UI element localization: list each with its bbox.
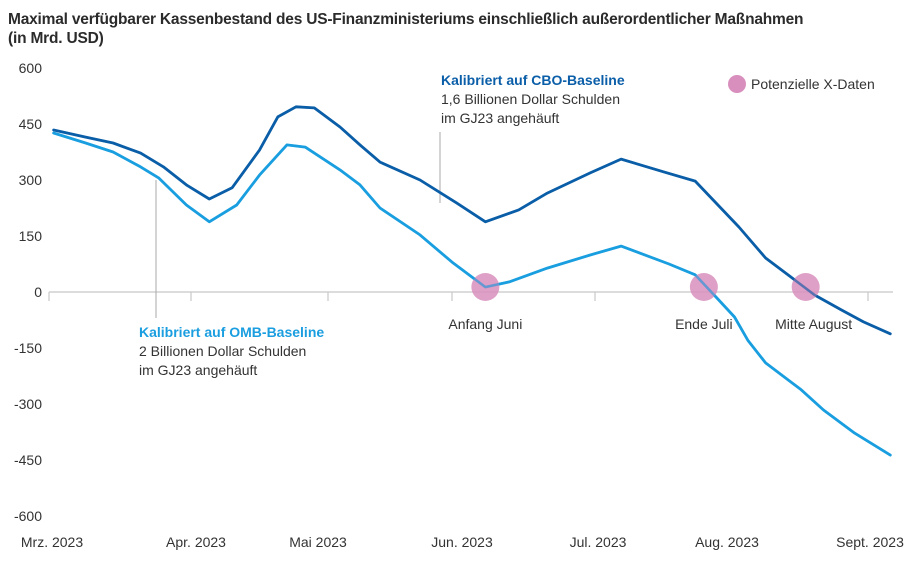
x-tick-label: Aug. 2023	[695, 534, 759, 550]
x-tick-label: Mrz. 2023	[21, 534, 83, 550]
x-date-label: Ende Juli	[675, 316, 733, 332]
omb-baseline-line	[52, 131, 892, 457]
series-lines	[52, 105, 892, 457]
y-axis: 600 450 300 150 0 -150 -300 -450 -600	[14, 60, 42, 524]
omb-baseline-line-overlay	[53, 131, 891, 457]
x-axis: Mrz. 2023 Apr. 2023 Mai 2023 Jun. 2023 Jul. …	[21, 291, 904, 550]
x-date-markers: Anfang Juni Ende Juli Mitte August	[53, 105, 891, 457]
cbo-annotation-text: im GJ23 angehäuft	[441, 110, 559, 126]
chart-title-unit: (in Mrd. USD)	[8, 30, 104, 47]
x-tick-label: Jul. 2023	[570, 534, 627, 550]
omb-annotation-text: im GJ23 angehäuft	[139, 362, 257, 378]
chart-title-main: Maximal verfügbarer Kassenbestand des US…	[8, 11, 804, 28]
x-tick-label: Jun. 2023	[431, 534, 493, 550]
y-tick-label: -300	[14, 396, 42, 412]
annotations: Kalibriert auf CBO-Baseline 1,6 Billionen…	[139, 72, 625, 378]
cbo-baseline-line	[52, 105, 892, 336]
y-tick-label: 0	[34, 284, 42, 300]
y-tick-label: 300	[19, 172, 43, 188]
x-tick-label: Sept. 2023	[836, 534, 904, 550]
legend: Potenzielle X-Daten	[728, 75, 875, 93]
chart-title: Maximal verfügbarer Kassenbestand des US…	[8, 10, 803, 48]
y-tick-label: -450	[14, 452, 42, 468]
x-date-label: Mitte August	[775, 316, 852, 332]
omb-annotation-text: 2 Billionen Dollar Schulden	[139, 343, 306, 359]
y-tick-label: 150	[19, 228, 43, 244]
cbo-annotation-title: Kalibriert auf CBO-Baseline	[441, 72, 625, 88]
legend-x-date-label: Potenzielle X-Daten	[751, 76, 875, 92]
x-tick-label: Apr. 2023	[166, 534, 226, 550]
y-tick-label: 450	[19, 116, 43, 132]
cbo-baseline-line-overlay	[53, 105, 891, 335]
y-tick-label: -600	[14, 508, 42, 524]
y-tick-label: 600	[19, 60, 43, 76]
x-tick-label: Mai 2023	[289, 534, 347, 550]
legend-x-date-swatch	[728, 75, 746, 93]
x-date-label: Anfang Juni	[448, 316, 522, 332]
omb-annotation-title: Kalibriert auf OMB-Baseline	[139, 324, 324, 340]
x-date-marker	[689, 273, 718, 301]
y-tick-label: -150	[14, 340, 42, 356]
cbo-annotation-text: 1,6 Billionen Dollar Schulden	[441, 91, 620, 107]
